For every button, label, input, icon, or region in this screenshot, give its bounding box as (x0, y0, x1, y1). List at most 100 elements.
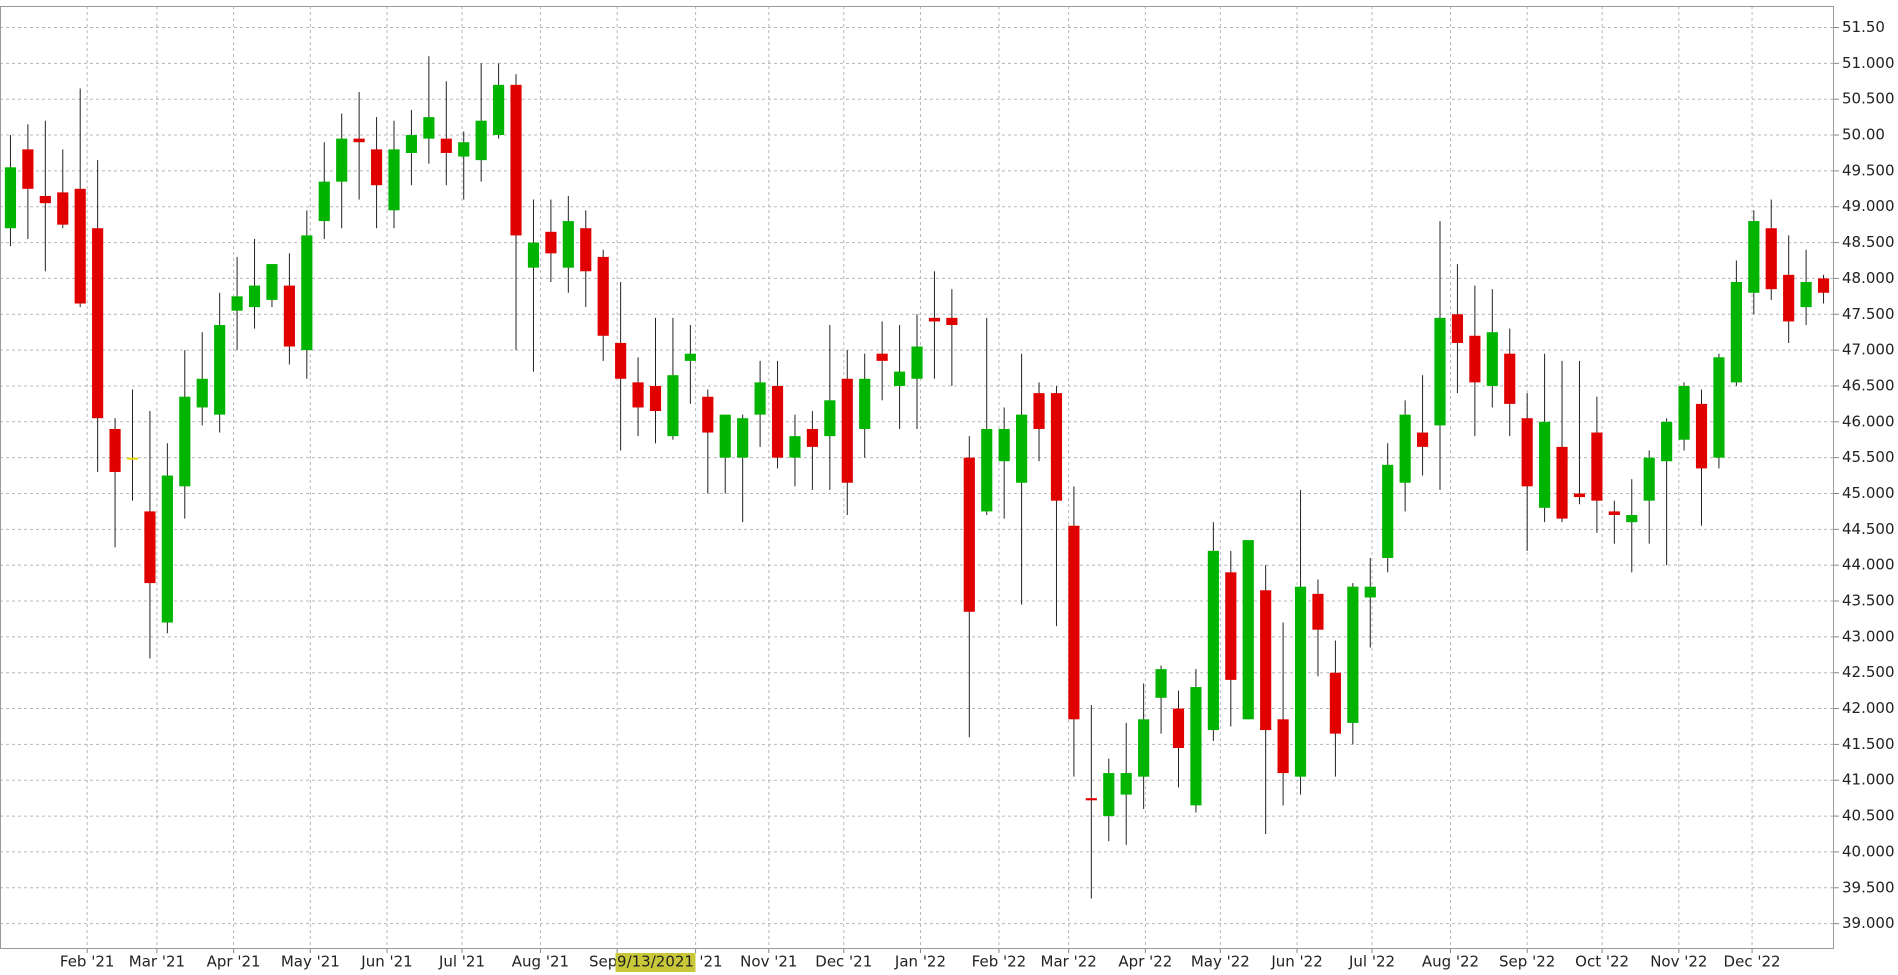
x-tick-label: Apr '22 (1118, 953, 1172, 971)
candle-body (1347, 586, 1359, 723)
candle-body (1294, 586, 1307, 777)
candle-body (719, 414, 731, 458)
y-tick-label: 51.000 (1842, 54, 1895, 72)
y-tick-label: 40.500 (1842, 807, 1895, 825)
candle-body (1713, 357, 1725, 458)
candle-body (1399, 414, 1411, 483)
candle-body (1329, 672, 1341, 734)
candle-body (336, 138, 348, 182)
candle-body (1730, 282, 1742, 383)
candle-body (440, 138, 452, 153)
candle-body (562, 221, 574, 268)
y-tick-label: 44.000 (1842, 556, 1895, 574)
candle-body (981, 428, 993, 512)
candle-body (231, 296, 243, 311)
x-tick-label: Dec '21 (815, 953, 872, 971)
y-tick-label: 41.500 (1842, 735, 1895, 753)
candle-body (179, 396, 191, 487)
candle-body (1050, 393, 1063, 501)
candle-body (911, 346, 923, 379)
y-tick-label: 44.500 (1842, 520, 1895, 538)
y-tick-label: 47.500 (1842, 305, 1895, 323)
y-tick-label: 42.000 (1842, 699, 1895, 717)
candle-body (963, 457, 975, 612)
x-tick-label: Mar '22 (1041, 953, 1097, 971)
candle-body (1085, 798, 1097, 801)
candle-body (1068, 525, 1080, 720)
candle-body (1225, 572, 1237, 680)
candle-body (1765, 228, 1777, 290)
candle-body (1434, 317, 1446, 426)
y-tick-label: 50.00 (1842, 126, 1885, 144)
candle-body (1783, 274, 1795, 322)
y-tick-label: 46.500 (1842, 376, 1895, 394)
candle-body (928, 317, 941, 322)
candle-body (1469, 335, 1481, 383)
y-tick-label: 45.500 (1842, 448, 1895, 466)
candle-body (405, 135, 418, 153)
candle-body (667, 375, 679, 437)
candle-body (1504, 353, 1516, 404)
candle-body (1416, 432, 1429, 447)
candle-body (684, 353, 696, 361)
candle-body (423, 117, 435, 139)
candle-body (1155, 669, 1167, 698)
candle-body (1260, 590, 1272, 731)
candle-body (1573, 493, 1586, 498)
candle-body (841, 378, 853, 483)
y-tick-label: 49.000 (1842, 197, 1895, 215)
x-tick-label: Jan '22 (894, 953, 946, 971)
candle-body (22, 149, 34, 189)
candle-body (824, 400, 836, 437)
candle-body (1486, 332, 1498, 386)
candle-body (649, 385, 662, 412)
x-tick-label: Mar '21 (129, 953, 185, 971)
candle-body (1608, 511, 1620, 515)
y-tick-label: 43.000 (1842, 627, 1895, 645)
y-tick-label: 43.500 (1842, 592, 1895, 610)
candle-body (1364, 586, 1376, 598)
x-tick-label: Jun '22 (1270, 953, 1322, 971)
candle-body (1626, 514, 1638, 523)
candle-body (1661, 421, 1673, 462)
x-tick-label: May '22 (1191, 953, 1250, 971)
candle-body (998, 428, 1010, 462)
candle-body (1817, 278, 1830, 293)
y-tick-label: 46.000 (1842, 412, 1895, 430)
x-tick-label: Oct '22 (1575, 953, 1629, 971)
candle-body (92, 228, 104, 419)
candle-body (580, 228, 592, 272)
candle-body (1312, 593, 1324, 630)
candle-body (510, 84, 522, 236)
y-tick-label: 49.500 (1842, 161, 1895, 179)
candle-body (1382, 464, 1394, 559)
candle-body (946, 317, 958, 326)
candle-body (1138, 719, 1150, 777)
candle-body (493, 84, 505, 136)
candle-body (876, 353, 888, 361)
candle-body (632, 382, 644, 408)
candle-body (1277, 719, 1289, 774)
x-tick-label: Aug '21 (512, 953, 569, 971)
candle-body (283, 285, 295, 347)
y-tick-label: 39.000 (1842, 914, 1895, 932)
crosshair-label-bg (615, 953, 696, 972)
candle-body (248, 285, 261, 308)
candle-body (353, 138, 365, 143)
candle-body (806, 428, 818, 447)
candle-body (1033, 393, 1045, 429)
x-tick-label: Feb '22 (972, 953, 1027, 971)
y-tick-label: 42.500 (1842, 663, 1895, 681)
y-tick-label: 41.000 (1842, 771, 1895, 789)
candle-body (388, 149, 400, 211)
candle-body (214, 325, 226, 415)
candle-body (754, 382, 766, 415)
candle-body (1556, 446, 1568, 519)
x-tick-label: Nov '21 (740, 953, 797, 971)
y-tick-label: 48.500 (1842, 233, 1895, 251)
candle-body (1800, 282, 1812, 308)
crosshair-label: 9/13/2021 (617, 953, 694, 971)
y-tick-label: 40.000 (1842, 842, 1895, 860)
x-tick-label: Apr '21 (207, 953, 261, 971)
